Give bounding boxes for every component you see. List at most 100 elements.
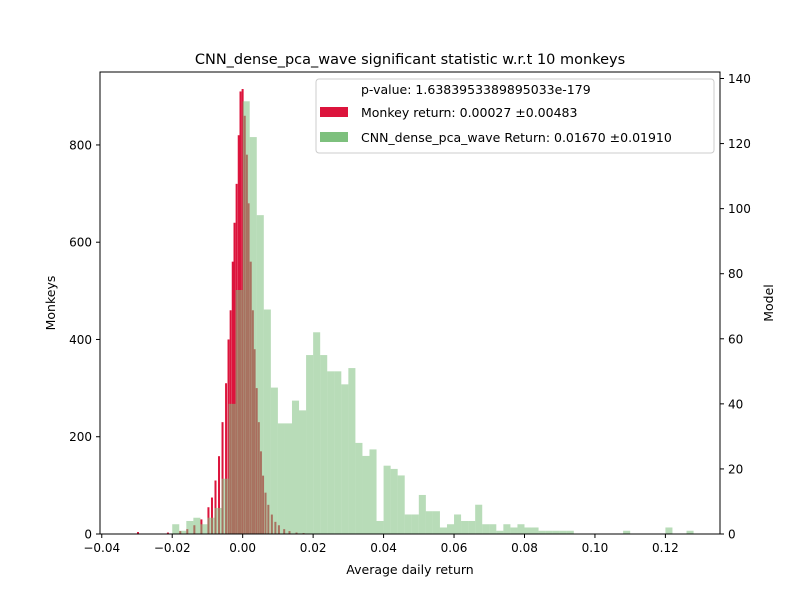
model-bar <box>291 400 300 534</box>
left-y-tick-label: 0 <box>84 528 92 542</box>
right-y-tick-label: 120 <box>728 137 751 151</box>
left-y-tick-label: 200 <box>69 430 92 444</box>
model-bar <box>517 524 525 534</box>
chart-title: CNN_dense_pca_wave significant statistic… <box>195 52 625 68</box>
model-bar <box>524 527 532 534</box>
model-bar <box>376 520 384 534</box>
model-bar <box>313 332 321 534</box>
x-tick-label: 0.02 <box>300 541 327 555</box>
model-bar <box>475 504 483 534</box>
right-y-tick-label: 60 <box>728 332 743 346</box>
model-bar <box>263 309 271 534</box>
model-bar <box>390 468 398 534</box>
model-bar <box>277 423 285 534</box>
left-y-axis-label: Monkeys <box>43 276 58 331</box>
monkey-bar <box>233 222 236 534</box>
x-tick-label: −0.04 <box>83 541 120 555</box>
left-y-tick-label: 600 <box>69 236 92 250</box>
model-bar <box>432 511 440 534</box>
model-bar <box>327 371 335 534</box>
model-bar <box>235 289 243 534</box>
model-bar <box>461 520 469 534</box>
left-y-tick-label: 800 <box>69 138 92 152</box>
right-y-axis-ticks: 0 20 40 60 80 100 120 140 <box>720 72 751 542</box>
model-bar <box>566 530 574 534</box>
x-tick-label: 0.04 <box>370 541 397 555</box>
x-axis-ticks: −0.04 −0.02 0.00 0.02 0.04 0.06 0.08 0.10 0.12 <box>83 534 679 555</box>
model-bar <box>193 517 201 534</box>
model-bar <box>538 530 546 534</box>
x-tick-label: 0.12 <box>652 541 679 555</box>
monkey-bar <box>214 480 217 534</box>
monkey-bar <box>218 456 221 534</box>
monkey-bar <box>227 339 230 534</box>
model-bar <box>256 215 264 534</box>
model-bar <box>369 449 377 534</box>
model-bar <box>362 455 370 534</box>
model-bar <box>355 442 363 534</box>
legend-entry-monkey: Monkey return: 0.00027 ±0.00483 <box>361 105 577 120</box>
model-bar <box>334 371 342 534</box>
x-tick-label: 0.08 <box>511 541 538 555</box>
right-y-tick-label: 20 <box>728 462 743 476</box>
model-bar <box>503 524 511 534</box>
model-bar <box>172 524 180 534</box>
model-bar <box>249 137 257 534</box>
model-bar <box>454 514 462 534</box>
legend: p-value: 1.6383953389895033e-179 Monkey … <box>315 78 715 154</box>
model-bar <box>510 527 518 534</box>
monkey-bar <box>136 532 139 534</box>
right-y-axis-label: Model <box>761 284 776 322</box>
model-bar <box>200 524 208 534</box>
model-bar <box>397 475 405 534</box>
model-bar <box>270 387 278 534</box>
model-bar <box>425 511 433 534</box>
model-bar <box>320 355 328 534</box>
model-bar <box>306 355 314 534</box>
legend-swatch-monkey <box>320 107 348 117</box>
model-bar <box>341 384 349 534</box>
model-bar <box>439 527 447 534</box>
legend-entry-model: CNN_dense_pca_wave Return: 0.01670 ±0.01… <box>361 130 672 145</box>
monkey-bar <box>231 261 234 534</box>
model-bar <box>186 520 194 534</box>
model-bar <box>299 410 307 534</box>
model-bar <box>468 520 476 534</box>
legend-box <box>315 78 715 154</box>
x-tick-label: 0.00 <box>229 541 256 555</box>
model-bar <box>404 514 412 534</box>
model-return-bars <box>172 101 694 534</box>
model-bar <box>545 530 553 534</box>
right-y-tick-label: 0 <box>728 528 736 542</box>
model-bar <box>531 527 539 534</box>
left-y-tick-label: 400 <box>69 333 92 347</box>
model-bar <box>686 530 694 534</box>
model-bar <box>418 494 426 534</box>
model-bar <box>552 530 560 534</box>
model-bar <box>179 530 187 534</box>
model-bar <box>496 530 504 534</box>
x-tick-label: 0.10 <box>582 541 609 555</box>
plot-frame <box>99 71 721 535</box>
x-axis-label: Average daily return <box>346 562 473 577</box>
model-bar <box>446 524 455 534</box>
model-bar <box>284 423 292 534</box>
monkey-bar <box>225 383 228 534</box>
right-y-tick-label: 80 <box>728 267 743 281</box>
legend-entry-pvalue: p-value: 1.6383953389895033e-179 <box>361 82 591 97</box>
x-tick-label: −0.02 <box>154 541 191 555</box>
model-bar <box>214 507 222 534</box>
model-bar <box>383 465 391 534</box>
right-y-tick-label: 40 <box>728 397 743 411</box>
monkey-bar <box>221 422 224 534</box>
right-y-tick-label: 100 <box>728 202 751 216</box>
left-y-axis-ticks: 0 200 400 600 800 <box>69 138 100 542</box>
model-bar <box>221 478 229 534</box>
x-tick-label: 0.06 <box>441 541 468 555</box>
model-bar <box>228 403 236 534</box>
model-bar <box>559 530 567 534</box>
model-bar <box>482 524 490 534</box>
model-bar <box>623 530 631 534</box>
monkey-bar <box>166 532 169 534</box>
